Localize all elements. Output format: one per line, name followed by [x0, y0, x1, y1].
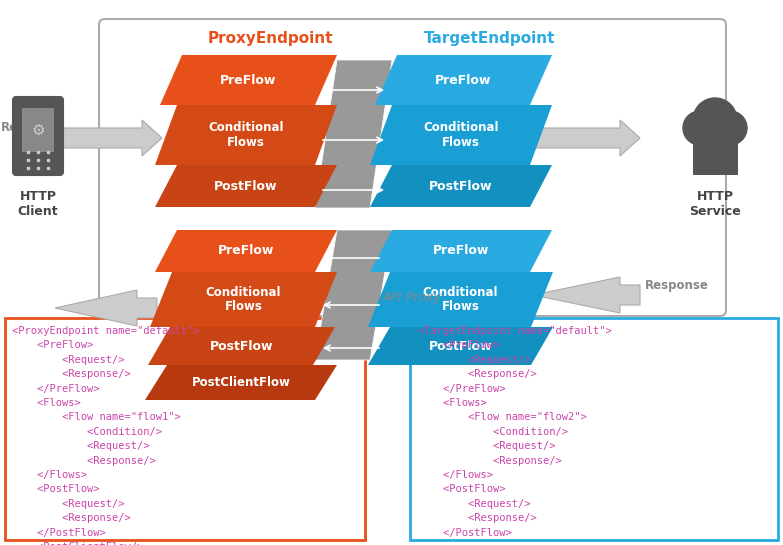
- Circle shape: [708, 119, 736, 147]
- Bar: [721, 130, 727, 144]
- Text: Conditional
Flows: Conditional Flows: [208, 121, 283, 149]
- Polygon shape: [155, 165, 337, 207]
- Polygon shape: [533, 277, 640, 313]
- Text: PreFlow: PreFlow: [433, 245, 489, 257]
- Text: PostFlow: PostFlow: [429, 179, 493, 192]
- Circle shape: [683, 111, 717, 145]
- FancyBboxPatch shape: [13, 97, 63, 175]
- Polygon shape: [155, 105, 337, 165]
- Text: <ProxyEndpoint name="default">
    <PreFlow>
        <Request/>
        <Respons: <ProxyEndpoint name="default"> <PreFlow>…: [12, 326, 200, 545]
- Text: PostFlow: PostFlow: [215, 179, 278, 192]
- Bar: [709, 130, 715, 144]
- Polygon shape: [150, 272, 337, 327]
- Polygon shape: [693, 140, 738, 175]
- Polygon shape: [315, 230, 392, 360]
- Polygon shape: [370, 165, 552, 207]
- Text: PreFlow: PreFlow: [218, 245, 274, 257]
- Text: Conditional
Flows: Conditional Flows: [423, 286, 498, 313]
- Text: ⚙: ⚙: [31, 123, 45, 137]
- Text: Conditional
Flows: Conditional Flows: [206, 286, 281, 313]
- Polygon shape: [160, 55, 337, 105]
- Polygon shape: [55, 290, 157, 326]
- Text: Response: Response: [645, 278, 709, 292]
- Text: PostFlow: PostFlow: [210, 340, 273, 353]
- Polygon shape: [370, 105, 552, 165]
- Circle shape: [693, 98, 737, 142]
- Bar: [697, 130, 703, 144]
- Polygon shape: [375, 55, 552, 105]
- Text: PostClientFlow: PostClientFlow: [192, 376, 290, 389]
- Text: Conditional
Flows: Conditional Flows: [424, 121, 499, 149]
- Polygon shape: [533, 120, 640, 156]
- Polygon shape: [145, 365, 337, 400]
- Text: Request: Request: [1, 122, 55, 135]
- Text: <TargetEndpoint name="default">
    <PreFlow>
        <Request/>
        <Respon: <TargetEndpoint name="default"> <PreFlow…: [418, 326, 612, 545]
- Text: HTTP
Service: HTTP Service: [689, 190, 741, 218]
- Polygon shape: [155, 230, 337, 272]
- Text: ProxyEndpoint: ProxyEndpoint: [207, 31, 333, 45]
- Text: HTTP
Client: HTTP Client: [18, 190, 58, 218]
- Circle shape: [696, 119, 724, 147]
- Polygon shape: [148, 327, 335, 365]
- Text: PreFlow: PreFlow: [220, 74, 276, 87]
- Text: PostFlow: PostFlow: [429, 340, 493, 353]
- Circle shape: [713, 111, 747, 145]
- Text: PreFlow: PreFlow: [435, 74, 492, 87]
- Polygon shape: [60, 120, 162, 156]
- FancyBboxPatch shape: [22, 108, 54, 152]
- FancyBboxPatch shape: [410, 318, 778, 540]
- Polygon shape: [315, 60, 392, 208]
- Polygon shape: [370, 230, 552, 272]
- Polygon shape: [368, 272, 553, 327]
- Text: API Proxy: API Proxy: [383, 292, 442, 305]
- FancyBboxPatch shape: [5, 318, 365, 540]
- Polygon shape: [368, 327, 553, 365]
- Text: TargetEndpoint: TargetEndpoint: [424, 31, 556, 45]
- FancyBboxPatch shape: [99, 19, 726, 316]
